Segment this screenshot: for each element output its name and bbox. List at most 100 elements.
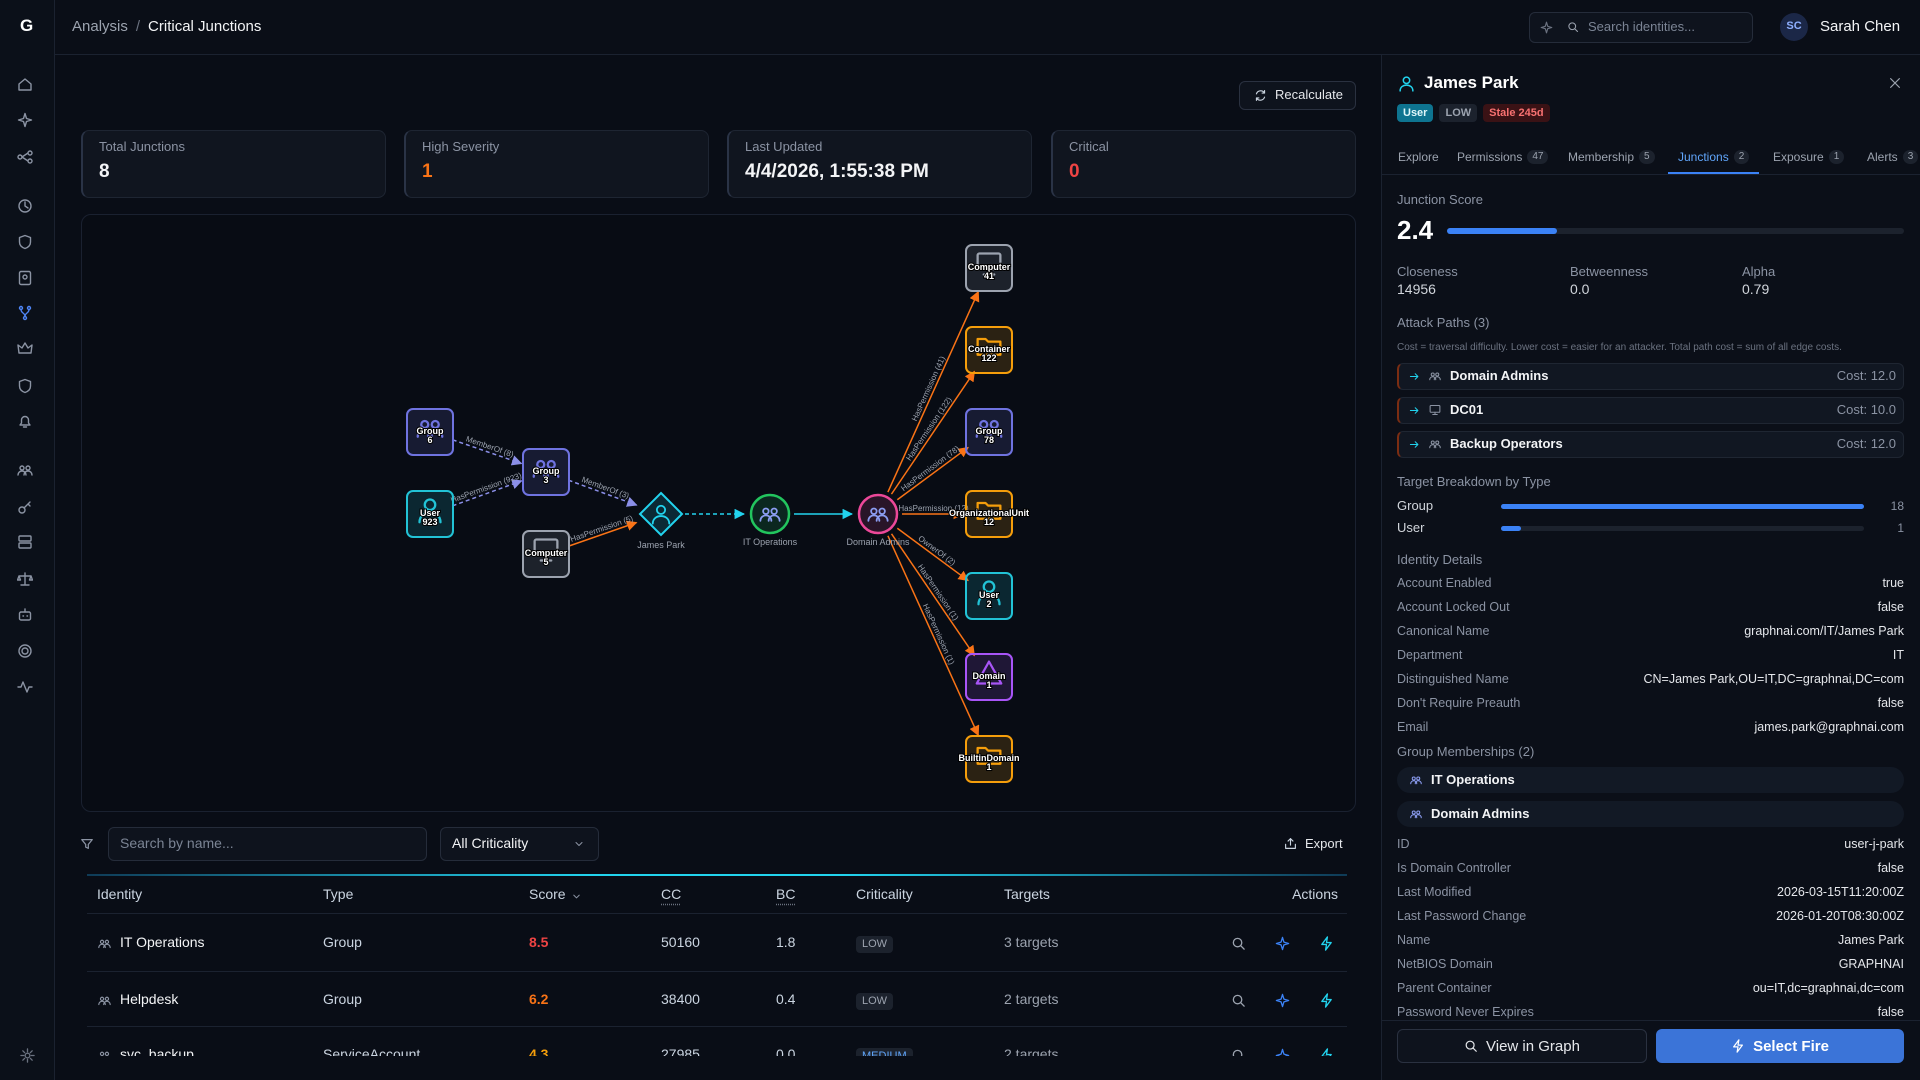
attack-path[interactable] xyxy=(1397,397,1904,424)
key-icon[interactable] xyxy=(17,499,33,515)
scale-icon[interactable] xyxy=(17,571,33,587)
shield-icon[interactable] xyxy=(17,378,33,394)
user-icon xyxy=(418,498,442,524)
membership-chip[interactable] xyxy=(1397,767,1904,793)
settings-icon[interactable] xyxy=(19,1047,35,1063)
breadcrumb-item[interactable]: Analysis xyxy=(72,18,128,35)
filter-icon[interactable] xyxy=(80,837,94,851)
badge: LOW xyxy=(1439,104,1478,122)
select-fire-button[interactable] xyxy=(1656,1029,1904,1063)
detail-value: James Park xyxy=(1838,933,1904,948)
icon-part xyxy=(878,507,886,515)
chevron-icon xyxy=(572,894,580,898)
detail-key: Email xyxy=(1397,720,1429,735)
stat-label: Total Junctions xyxy=(99,138,185,154)
group-icon[interactable] xyxy=(17,462,33,478)
pulse-icon[interactable] xyxy=(17,679,33,695)
nodes-icon[interactable] xyxy=(17,149,33,165)
icon-part xyxy=(1416,776,1421,781)
icon-part xyxy=(1435,372,1440,377)
node-count: 5 xyxy=(543,557,548,567)
bolt-icon[interactable] xyxy=(1319,992,1334,1008)
export-icon[interactable] xyxy=(1284,837,1297,850)
attack-path[interactable] xyxy=(1397,363,1904,390)
sparkle-icon[interactable] xyxy=(1275,936,1290,951)
icon-part xyxy=(536,459,546,470)
criticality-select[interactable] xyxy=(440,827,599,861)
tab[interactable]: Explore xyxy=(1398,148,1439,166)
icon-part xyxy=(976,501,1002,520)
column-header: Criticality xyxy=(856,886,913,903)
clock-icon[interactable] xyxy=(17,198,33,214)
coin-icon[interactable] xyxy=(17,643,33,659)
search-placeholder: Search identities... xyxy=(1588,18,1695,34)
home-icon[interactable] xyxy=(17,76,33,92)
arrow-icon xyxy=(1409,372,1418,380)
bell-icon[interactable] xyxy=(17,413,33,429)
tab[interactable]: Exposure 1 xyxy=(1773,148,1845,166)
metric-value: 0.79 xyxy=(1742,281,1770,298)
sparkle-icon[interactable] xyxy=(17,112,33,128)
graph[interactable]: MemberOf (8) HasPermission (923) MemberOf … xyxy=(81,214,1356,812)
search-input[interactable] xyxy=(108,827,427,861)
stat-value: 4/4/2026, 1:55:38 PM xyxy=(745,161,929,183)
tab[interactable]: Membership 5 xyxy=(1568,148,1655,166)
icon-part xyxy=(1472,1047,1477,1052)
attack-path-cost: Cost: 12.0 xyxy=(1836,367,1896,383)
edge xyxy=(452,439,523,466)
attack-path[interactable] xyxy=(1397,431,1904,458)
search-icon[interactable] xyxy=(1231,1048,1246,1063)
recalculate-button[interactable] xyxy=(1239,81,1356,110)
node-type: User xyxy=(979,590,1000,600)
tab[interactable]: Permissions 47 xyxy=(1457,148,1549,166)
bolt-icon[interactable] xyxy=(1319,935,1334,951)
search-box[interactable] xyxy=(1529,12,1753,43)
button-label[interactable]: View in Graph xyxy=(1486,1037,1580,1055)
node-count: 78 xyxy=(984,435,994,445)
server-icon[interactable] xyxy=(17,534,33,550)
metric-value: 14956 xyxy=(1397,281,1436,298)
identity-name[interactable]: svc_backup xyxy=(120,1046,194,1063)
membership-chip[interactable] xyxy=(1397,801,1904,827)
avatar[interactable] xyxy=(1780,13,1808,41)
icon-part xyxy=(1568,22,1577,31)
edge-label: HasPermission (12) xyxy=(898,504,969,513)
button-label[interactable]: Select Fire xyxy=(1753,1037,1829,1055)
bolt-icon[interactable] xyxy=(1319,1047,1334,1063)
sparkle-icon[interactable] xyxy=(1275,993,1290,1008)
sparkle-icon[interactable] xyxy=(1275,1048,1290,1063)
shield-icon[interactable] xyxy=(17,234,33,250)
computer-icon xyxy=(533,538,559,562)
branch-icon[interactable] xyxy=(17,305,33,321)
tab[interactable]: Alerts 3 xyxy=(1867,148,1919,166)
icon-part xyxy=(762,507,770,515)
avatar-initials: SC xyxy=(1786,20,1802,33)
detail-key: Name xyxy=(1397,933,1431,948)
search-icon[interactable] xyxy=(1231,993,1246,1008)
stat-label: Last Updated xyxy=(745,138,823,154)
crown-icon[interactable] xyxy=(17,341,33,357)
close-icon[interactable] xyxy=(1888,76,1902,90)
column-header[interactable]: Score xyxy=(529,886,566,903)
identity-name[interactable]: Helpdesk xyxy=(120,991,179,1008)
cc: 27985 xyxy=(661,1046,700,1063)
section-label: Identity Details xyxy=(1397,551,1483,567)
criticality-badge: LOW xyxy=(856,993,894,1011)
attack-path-name: Domain Admins xyxy=(1450,367,1549,383)
robot-icon[interactable] xyxy=(17,607,33,623)
identity-name[interactable]: IT Operations xyxy=(120,934,205,951)
user-name: Sarah Chen xyxy=(1820,17,1901,35)
icon-part xyxy=(18,611,32,621)
icon-part xyxy=(1255,89,1265,101)
badge-icon[interactable] xyxy=(17,270,33,286)
group-icon xyxy=(99,1051,109,1056)
view-in-graph-button[interactable] xyxy=(1397,1029,1647,1063)
icon-part xyxy=(1430,372,1435,377)
tab[interactable]: Junctions 2 xyxy=(1678,148,1750,166)
metric-label: Alpha xyxy=(1742,263,1776,279)
export-button[interactable]: Export xyxy=(1305,835,1343,851)
icon-part xyxy=(1239,944,1245,950)
search-icon[interactable] xyxy=(1231,936,1246,951)
edge xyxy=(896,446,969,501)
